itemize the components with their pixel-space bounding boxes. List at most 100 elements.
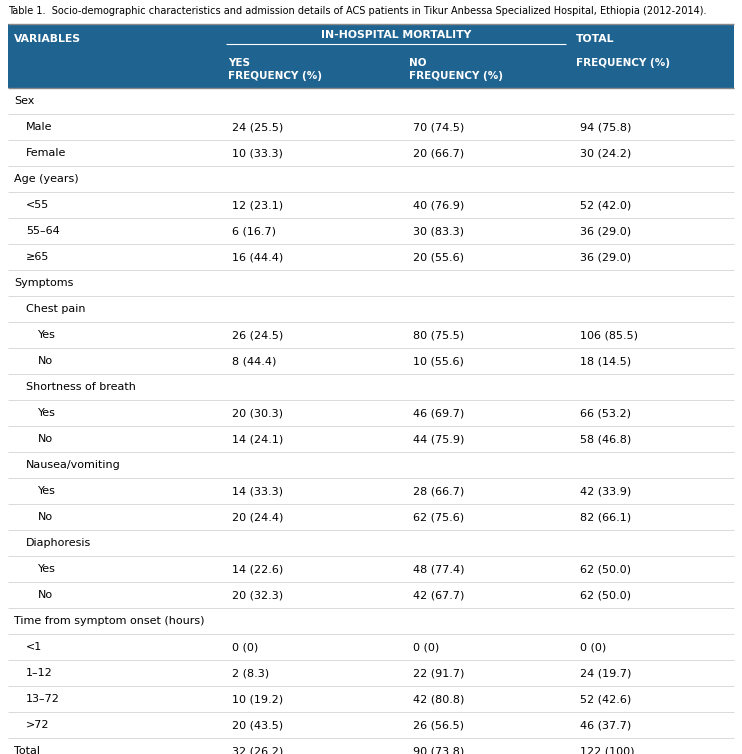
Bar xyxy=(8,140,734,166)
Text: 106 (85.5): 106 (85.5) xyxy=(580,330,638,340)
Text: 52 (42.0): 52 (42.0) xyxy=(580,200,631,210)
Bar xyxy=(8,24,734,54)
Text: 14 (24.1): 14 (24.1) xyxy=(232,434,283,444)
Text: 52 (42.6): 52 (42.6) xyxy=(580,694,631,704)
Bar xyxy=(8,374,734,400)
Text: 20 (66.7): 20 (66.7) xyxy=(413,148,464,158)
Text: Shortness of breath: Shortness of breath xyxy=(26,382,136,392)
Text: Yes: Yes xyxy=(38,486,56,496)
Text: 24 (25.5): 24 (25.5) xyxy=(232,122,283,132)
Bar xyxy=(8,54,734,88)
Text: 28 (66.7): 28 (66.7) xyxy=(413,486,464,496)
Bar xyxy=(8,634,734,660)
Bar xyxy=(8,452,734,478)
Text: 66 (53.2): 66 (53.2) xyxy=(580,408,631,418)
Bar xyxy=(8,114,734,140)
Bar xyxy=(8,504,734,530)
Bar xyxy=(8,712,734,738)
Text: Female: Female xyxy=(26,148,66,158)
Text: 30 (83.3): 30 (83.3) xyxy=(413,226,464,236)
Bar xyxy=(8,166,734,192)
Text: Diaphoresis: Diaphoresis xyxy=(26,538,91,548)
Text: 90 (73.8): 90 (73.8) xyxy=(413,746,464,754)
Text: 46 (37.7): 46 (37.7) xyxy=(580,720,631,730)
Text: 62 (50.0): 62 (50.0) xyxy=(580,564,631,574)
Text: 40 (76.9): 40 (76.9) xyxy=(413,200,464,210)
Text: 12 (23.1): 12 (23.1) xyxy=(232,200,283,210)
Bar xyxy=(8,400,734,426)
Bar xyxy=(8,426,734,452)
Text: 94 (75.8): 94 (75.8) xyxy=(580,122,631,132)
Text: 42 (33.9): 42 (33.9) xyxy=(580,486,631,496)
Bar xyxy=(8,244,734,270)
Text: No: No xyxy=(38,590,53,600)
Text: 20 (43.5): 20 (43.5) xyxy=(232,720,283,730)
Bar xyxy=(8,608,734,634)
Bar xyxy=(8,348,734,374)
Bar xyxy=(8,686,734,712)
Text: No: No xyxy=(38,434,53,444)
Text: 10 (19.2): 10 (19.2) xyxy=(232,694,283,704)
Text: Male: Male xyxy=(26,122,53,132)
Text: 62 (75.6): 62 (75.6) xyxy=(413,512,464,522)
Text: 10 (55.6): 10 (55.6) xyxy=(413,356,464,366)
Text: 24 (19.7): 24 (19.7) xyxy=(580,668,631,678)
Text: 62 (50.0): 62 (50.0) xyxy=(580,590,631,600)
Text: FREQUENCY (%): FREQUENCY (%) xyxy=(576,58,670,68)
Text: 36 (29.0): 36 (29.0) xyxy=(580,252,631,262)
Text: No: No xyxy=(38,512,53,522)
Text: 55–64: 55–64 xyxy=(26,226,60,236)
Text: >72: >72 xyxy=(26,720,50,730)
Bar xyxy=(8,556,734,582)
Text: Yes: Yes xyxy=(38,330,56,340)
Text: 13–72: 13–72 xyxy=(26,694,60,704)
Text: Chest pain: Chest pain xyxy=(26,304,85,314)
Text: 70 (74.5): 70 (74.5) xyxy=(413,122,464,132)
Text: VARIABLES: VARIABLES xyxy=(14,34,81,44)
Text: 82 (66.1): 82 (66.1) xyxy=(580,512,631,522)
Text: 30 (24.2): 30 (24.2) xyxy=(580,148,631,158)
Text: TOTAL: TOTAL xyxy=(576,34,614,44)
Bar xyxy=(8,738,734,754)
Text: 122 (100): 122 (100) xyxy=(580,746,634,754)
Bar xyxy=(8,192,734,218)
Text: IN-HOSPITAL MORTALITY: IN-HOSPITAL MORTALITY xyxy=(321,30,471,40)
Text: 44 (75.9): 44 (75.9) xyxy=(413,434,464,444)
Text: No: No xyxy=(38,356,53,366)
Text: Sex: Sex xyxy=(14,96,34,106)
Text: Total: Total xyxy=(14,746,40,754)
Text: 0 (0): 0 (0) xyxy=(232,642,258,652)
Text: 20 (30.3): 20 (30.3) xyxy=(232,408,283,418)
Text: Age (years): Age (years) xyxy=(14,174,79,184)
Text: Time from symptom onset (hours): Time from symptom onset (hours) xyxy=(14,616,205,626)
Bar xyxy=(8,218,734,244)
Text: 6 (16.7): 6 (16.7) xyxy=(232,226,276,236)
Text: 80 (75.5): 80 (75.5) xyxy=(413,330,464,340)
Bar xyxy=(8,530,734,556)
Text: 8 (44.4): 8 (44.4) xyxy=(232,356,276,366)
Text: 58 (46.8): 58 (46.8) xyxy=(580,434,631,444)
Text: Nausea/vomiting: Nausea/vomiting xyxy=(26,460,121,470)
Text: 14 (33.3): 14 (33.3) xyxy=(232,486,283,496)
Bar xyxy=(8,88,734,114)
Text: 32 (26.2): 32 (26.2) xyxy=(232,746,283,754)
Text: 36 (29.0): 36 (29.0) xyxy=(580,226,631,236)
Text: 26 (24.5): 26 (24.5) xyxy=(232,330,283,340)
Text: 0 (0): 0 (0) xyxy=(413,642,439,652)
Text: Yes: Yes xyxy=(38,408,56,418)
Text: 14 (22.6): 14 (22.6) xyxy=(232,564,283,574)
Text: 20 (55.6): 20 (55.6) xyxy=(413,252,464,262)
Text: YES
FREQUENCY (%): YES FREQUENCY (%) xyxy=(228,58,322,81)
Text: 20 (32.3): 20 (32.3) xyxy=(232,590,283,600)
Bar xyxy=(8,478,734,504)
Text: 26 (56.5): 26 (56.5) xyxy=(413,720,464,730)
Text: 20 (24.4): 20 (24.4) xyxy=(232,512,283,522)
Text: 46 (69.7): 46 (69.7) xyxy=(413,408,464,418)
Text: <55: <55 xyxy=(26,200,49,210)
Text: 48 (77.4): 48 (77.4) xyxy=(413,564,464,574)
Text: ≥65: ≥65 xyxy=(26,252,50,262)
Bar xyxy=(8,660,734,686)
Text: 10 (33.3): 10 (33.3) xyxy=(232,148,283,158)
Text: NO
FREQUENCY (%): NO FREQUENCY (%) xyxy=(409,58,503,81)
Text: 16 (44.4): 16 (44.4) xyxy=(232,252,283,262)
